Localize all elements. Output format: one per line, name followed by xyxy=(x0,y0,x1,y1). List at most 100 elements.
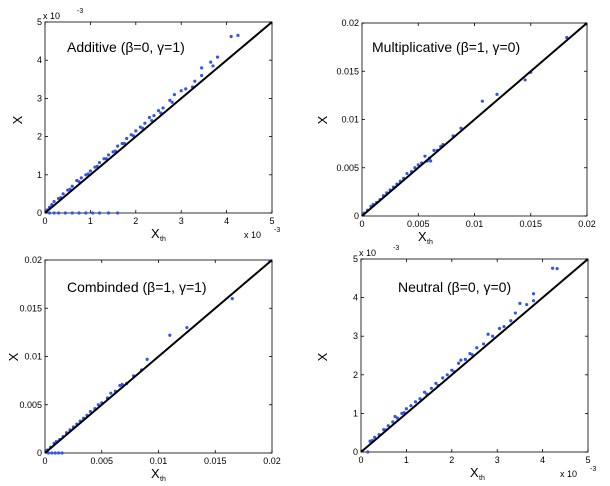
data-point xyxy=(88,169,92,173)
data-point xyxy=(145,357,149,361)
data-point xyxy=(97,160,102,165)
x-axis-label: X xyxy=(151,466,160,481)
data-point xyxy=(106,211,111,215)
data-point xyxy=(120,141,124,146)
x-exponent-power: -3 xyxy=(590,466,596,473)
x-tick-label: 0.015 xyxy=(519,219,542,229)
data-point xyxy=(109,391,113,395)
x-tick-label: 0.015 xyxy=(204,456,227,466)
y-exponent-label: x 10 xyxy=(43,11,60,21)
data-point xyxy=(445,373,449,377)
x-axis-label-subscript: th xyxy=(427,239,433,246)
data-point xyxy=(418,397,422,401)
y-tick-label: 0.01 xyxy=(24,352,42,362)
y-axis-label: X xyxy=(6,352,21,361)
reference-line-y-equals-x xyxy=(360,258,589,453)
data-point xyxy=(170,100,174,104)
subplot-title: Neutral (β=0, γ=0) xyxy=(398,279,511,295)
data-point xyxy=(550,266,555,270)
data-point xyxy=(215,55,220,59)
y-tick-label: 0 xyxy=(37,208,42,218)
x-tick-label: 3 xyxy=(179,216,184,226)
y-axis-label: X xyxy=(315,352,330,361)
x-tick-label: 0.02 xyxy=(263,456,281,466)
subplot-3: 0 0.005 0.01 0.015 0.02 0 0.005 0.01 0.015 0.02 Co… xyxy=(6,255,281,483)
data-point xyxy=(60,451,64,455)
y-tick-label: 2 xyxy=(353,370,358,380)
data-point xyxy=(168,333,172,337)
y-tick-label: 3 xyxy=(37,93,42,103)
data-point xyxy=(486,332,490,336)
y-tick-label: 0.01 xyxy=(341,115,359,125)
x-tick-label: 0.01 xyxy=(466,219,484,229)
x-tick-label: 1 xyxy=(404,455,409,465)
data-point xyxy=(429,386,433,390)
y-tick-label: 2 xyxy=(37,132,42,142)
data-point xyxy=(463,357,468,361)
data-point xyxy=(134,129,138,133)
x-axis-label: X xyxy=(470,465,479,480)
x-tick-label: 0 xyxy=(42,216,47,226)
data-point xyxy=(459,358,463,362)
data-point xyxy=(405,171,409,176)
x-tick-label: 5 xyxy=(269,216,274,226)
data-point xyxy=(147,115,152,120)
data-point xyxy=(120,382,124,387)
x-tick-label: 2 xyxy=(133,216,138,226)
data-point xyxy=(179,89,183,93)
data-point xyxy=(184,87,188,91)
data-point xyxy=(502,324,506,329)
data-point xyxy=(57,451,61,455)
data-point xyxy=(63,211,68,215)
data-point xyxy=(518,301,522,305)
data-point xyxy=(531,292,536,296)
data-point xyxy=(565,35,569,40)
x-tick-label: 0.005 xyxy=(407,219,430,229)
data-point xyxy=(52,199,56,204)
x-tick-label: 0.01 xyxy=(150,456,168,466)
data-point xyxy=(491,334,495,338)
data-point xyxy=(143,121,147,125)
y-tick-label: 5 xyxy=(37,17,42,27)
data-point xyxy=(480,99,484,103)
data-point xyxy=(46,451,51,455)
x-tick-label: 3 xyxy=(495,455,500,465)
data-point xyxy=(77,211,81,215)
data-point xyxy=(531,299,536,303)
x-tick-label: 0 xyxy=(359,219,364,229)
data-point xyxy=(495,92,499,97)
subplot-title: Combinded (β=1, γ=1) xyxy=(67,279,207,295)
data-point xyxy=(156,109,161,113)
data-point xyxy=(391,420,395,424)
data-point xyxy=(236,33,240,37)
y-tick-label: 0 xyxy=(354,211,359,221)
x-axis-label-subscript: th xyxy=(160,476,166,483)
x-tick-label: 0.005 xyxy=(90,456,113,466)
data-point xyxy=(429,159,433,163)
data-point xyxy=(373,435,377,439)
x-exponent-label: x 10 xyxy=(244,230,261,240)
y-tick-label: 1 xyxy=(353,408,358,418)
x-tick-label: 0 xyxy=(42,456,47,466)
data-point xyxy=(523,78,527,82)
data-point xyxy=(53,451,57,455)
data-point xyxy=(423,154,427,158)
y-tick-label: 0 xyxy=(353,447,358,457)
data-point xyxy=(116,144,120,148)
data-point xyxy=(106,153,111,157)
x-axis-label: X xyxy=(418,229,427,244)
data-point xyxy=(70,184,74,188)
data-point xyxy=(61,192,65,196)
data-point xyxy=(434,381,438,385)
y-tick-label: 0.015 xyxy=(19,303,42,313)
x-tick-label: 4 xyxy=(224,216,229,226)
data-point xyxy=(50,451,54,455)
data-point xyxy=(168,98,172,102)
data-point xyxy=(416,163,420,167)
x-tick-label: 1 xyxy=(88,216,93,226)
data-point xyxy=(193,79,197,83)
data-point xyxy=(555,267,559,271)
